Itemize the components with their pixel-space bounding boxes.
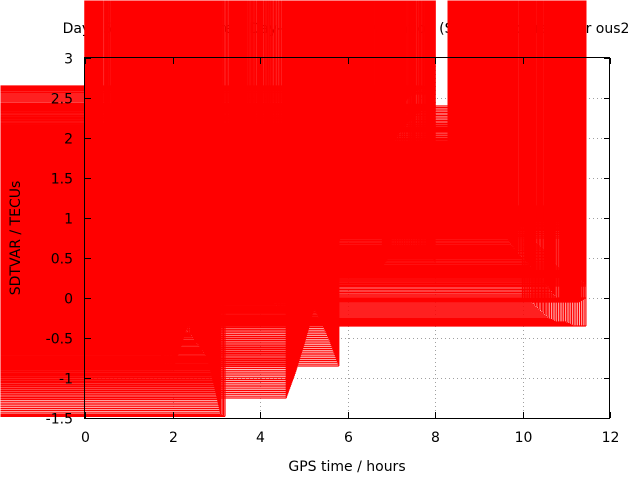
point-markers (0, 0, 587, 327)
y-tick-label: 3 (64, 52, 73, 68)
y-tick-label: 2.5 (51, 92, 73, 108)
x-tick-label: 0 (81, 430, 90, 446)
data-points (0, 0, 587, 417)
x-tick-label: 10 (515, 430, 533, 446)
plot-frame (84, 57, 610, 419)
y-tick-label: 0 (64, 292, 73, 308)
y-tick-label: 0.5 (51, 252, 73, 268)
axis-ticks: 0 2 4 6 8 10 12 -1.5 -1 -0.5 0 0.5 1 1.5 2 2.5 3 (46, 52, 620, 447)
y-tick-label: -0.5 (46, 332, 73, 348)
series-trace-12 (0, 0, 587, 327)
x-tick-label: 6 (344, 430, 353, 446)
y-axis-label: SDTVAR / TECUs (8, 181, 24, 296)
y-tick-label: 1.5 (51, 172, 73, 188)
x-tick-label: 2 (169, 430, 178, 446)
x-tick-label: 8 (431, 430, 440, 446)
y-tick-label: -1.5 (46, 412, 73, 428)
x-tick-label: 4 (256, 430, 265, 446)
y-tick-label: 2 (64, 132, 73, 148)
x-axis-label: GPS time / hours (288, 459, 405, 475)
y-tick-label: 1 (64, 212, 73, 228)
x-tick-label: 12 (602, 430, 620, 446)
y-tick-label: -1 (59, 372, 73, 388)
